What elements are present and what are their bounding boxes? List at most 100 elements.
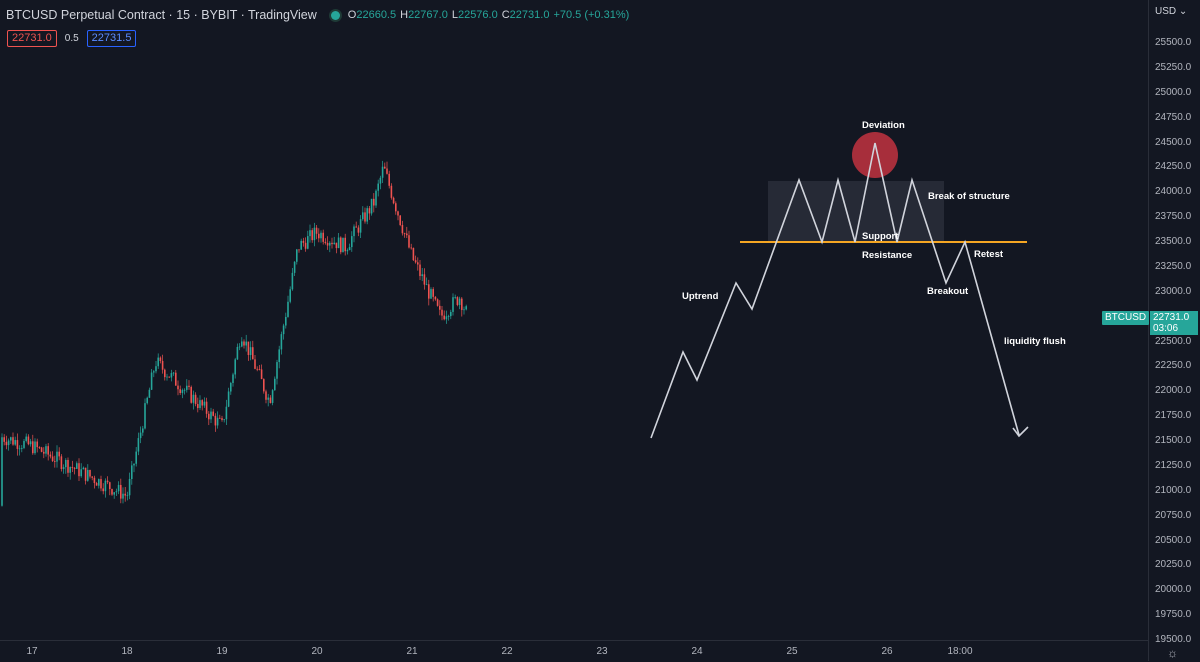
time-tick: 24 — [691, 646, 703, 657]
candle-body — [287, 301, 289, 317]
candle-body — [445, 316, 448, 320]
candle-body — [225, 406, 228, 420]
candle-body — [291, 272, 294, 290]
price-tick: 24000.0 — [1155, 186, 1192, 198]
candle-body — [177, 385, 179, 390]
candle-body — [302, 240, 305, 243]
time-axis[interactable]: 17 18 19 20 21 22 23 24 25 26 18:00 — [0, 640, 1148, 662]
candle-body — [115, 491, 118, 493]
price-tick: 21500.0 — [1155, 435, 1192, 447]
liquidity-flush-label: liquidity flush — [1004, 336, 1066, 347]
price-tick: 20250.0 — [1155, 559, 1192, 571]
candle-body — [84, 467, 87, 481]
candle-body — [208, 413, 210, 420]
candle-body — [93, 477, 96, 484]
bar-countdown: 03:06 — [1153, 323, 1179, 334]
candle-body — [458, 298, 461, 305]
price-tick: 21250.0 — [1155, 459, 1192, 471]
candle-body — [447, 316, 450, 317]
candle-body — [434, 296, 437, 300]
ohlc-close-value: 22731.0 — [509, 9, 550, 21]
candle-body — [269, 397, 272, 403]
candle-body — [258, 369, 261, 370]
candle-body — [359, 219, 362, 233]
candle-body — [236, 346, 239, 360]
candle-body — [414, 260, 417, 263]
candle-body — [164, 369, 166, 378]
candle-body — [307, 236, 309, 249]
price-tick: 20000.0 — [1155, 584, 1192, 596]
candle-body — [243, 341, 245, 346]
candle-body — [419, 264, 421, 277]
price-tick: 23000.0 — [1155, 285, 1192, 297]
buy-button[interactable]: 22731.5 — [86, 30, 137, 47]
candle-body — [76, 463, 78, 469]
candle-body — [461, 298, 463, 310]
candle-body — [34, 441, 36, 454]
candle-body — [89, 470, 91, 477]
candle-body — [425, 284, 428, 286]
time-tick: 18 — [121, 646, 133, 657]
candle-body — [282, 325, 285, 335]
current-symbol-tag: BTCUSD — [1102, 311, 1150, 325]
currency-selector[interactable]: USD ⌄ — [1155, 6, 1187, 17]
candle-body — [417, 262, 419, 265]
candle-body — [252, 347, 254, 360]
sell-button[interactable]: 22731.0 — [7, 30, 57, 47]
candle-body — [397, 211, 399, 216]
candle-body — [142, 428, 144, 433]
candle-body — [304, 242, 307, 249]
candle-body — [439, 305, 441, 310]
candle-body — [313, 227, 316, 241]
time-tick: 25 — [786, 646, 798, 657]
candle-body — [373, 198, 375, 206]
uptrend-label: Uptrend — [682, 291, 719, 302]
candle-body — [54, 461, 56, 462]
candle-body — [443, 315, 445, 320]
time-tick: 26 — [881, 646, 893, 657]
candle-body — [309, 230, 311, 237]
candle-body — [135, 451, 137, 464]
time-tick: 23 — [596, 646, 608, 657]
price-tick: 24500.0 — [1155, 136, 1192, 148]
candle-body — [117, 484, 120, 492]
ohlc-open-value: 22660.5 — [356, 9, 397, 21]
candle-body — [342, 237, 344, 253]
candle-body — [219, 417, 221, 419]
candle-body — [51, 456, 54, 462]
symbol-title[interactable]: BTCUSD Perpetual Contract · 15 · BYBIT ·… — [6, 8, 317, 22]
candle-body — [199, 400, 201, 409]
ohlc-high-key: H — [400, 9, 409, 21]
time-tick: 21 — [406, 646, 418, 657]
candle-body — [370, 198, 373, 214]
price-chart[interactable]: Deviation Break of structure Support Res… — [0, 0, 1148, 640]
candle-body — [450, 311, 452, 317]
candle-body — [296, 249, 298, 262]
price-tick: 19750.0 — [1155, 609, 1192, 621]
candle-body — [406, 233, 408, 236]
candle-body — [249, 347, 252, 355]
candle-body — [364, 212, 366, 222]
candle-body — [214, 415, 217, 426]
candle-body — [234, 359, 236, 375]
candle-body — [47, 446, 49, 455]
candle-body — [247, 341, 250, 355]
candle-body — [423, 274, 426, 285]
candle-body — [78, 463, 80, 477]
candle-body — [71, 467, 74, 468]
candle-body — [126, 495, 129, 497]
candle-body — [45, 446, 47, 454]
candle-body — [179, 389, 181, 393]
price-tick: 24750.0 — [1155, 111, 1192, 123]
deviation-circle — [852, 132, 898, 178]
candle-body — [153, 371, 155, 373]
settings-gear-icon[interactable]: ☼ — [1167, 646, 1178, 660]
candle-body — [146, 397, 148, 404]
candle-body — [271, 390, 274, 403]
candle-body — [124, 493, 126, 496]
candle-body — [60, 456, 63, 470]
candle-body — [355, 226, 357, 228]
candle-body — [23, 440, 25, 448]
candle-body — [5, 441, 8, 446]
spread-value: 0.5 — [64, 33, 79, 44]
